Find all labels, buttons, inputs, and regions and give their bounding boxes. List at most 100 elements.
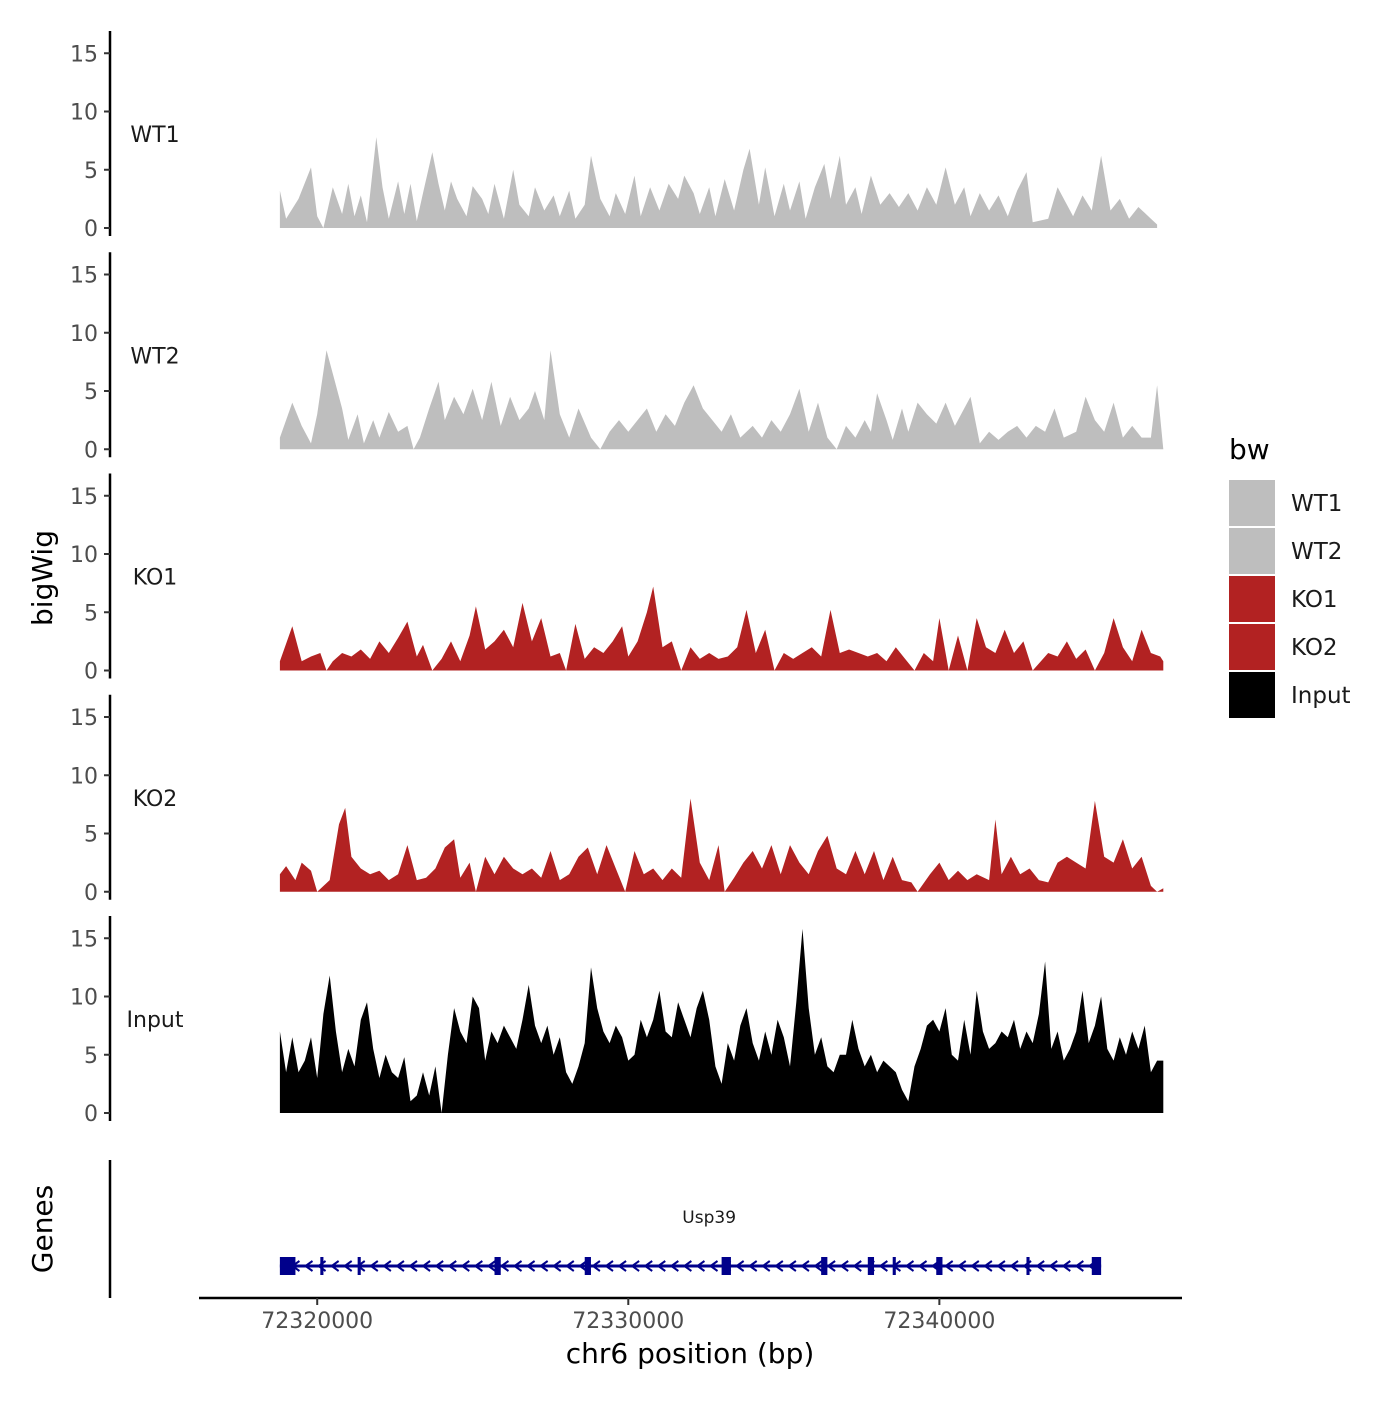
y-tick-label: 0 [84,881,98,906]
strand-arrow [1035,1260,1045,1272]
gene-exon [584,1257,591,1275]
y-tick-label: 15 [70,264,98,289]
legend-label-wt2: WT2 [1291,539,1342,565]
strand-arrow [604,1260,614,1272]
gene-exon [892,1257,896,1275]
strand-arrow [774,1260,784,1272]
gene-exon [279,1257,296,1275]
legend: bw WT1 WT2 KO1 KO2 Input [1229,433,1351,718]
y-tick-label: 15 [70,927,98,952]
legend-swatch-ko1 [1229,576,1275,622]
strand-arrow [630,1260,640,1272]
genes-axis-title: Genes [26,1185,59,1273]
track-wt2: 0 5 10 15 WT2 [70,252,1164,463]
strand-arrow [421,1260,431,1272]
y-tick-label: 0 [84,217,98,242]
legend-swatch-wt2 [1229,528,1275,574]
strand-arrow [486,1260,496,1272]
y-tick-label: 10 [70,101,98,126]
legend-label-input: Input [1291,683,1351,709]
strand-arrow [996,1260,1006,1272]
strand-arrow [800,1260,810,1272]
strand-arrow [1009,1260,1019,1272]
legend-swatch-ko2 [1229,624,1275,670]
strand-arrow [852,1260,862,1272]
strand-arrow [747,1260,758,1272]
track-ko1: 0 5 10 15 KO1 [70,473,1164,685]
x-tick-label: 72340000 [883,1309,995,1334]
strand-arrow [904,1260,915,1272]
coverage-tracks: 0 5 10 15 WT1 0 5 10 15 WT2 0 5 10 15 KO1 0 5 10 15 KO2 0 5 10… [70,31,1164,1127]
track-ko2: 0 5 10 15 KO2 [70,694,1164,906]
gene-exon [1091,1257,1102,1275]
strand-arrow [617,1260,627,1272]
gene-exon [867,1257,875,1275]
x-tick-label: 72330000 [572,1309,684,1334]
y-tick-label: 10 [70,986,98,1011]
strand-arrow [643,1260,653,1272]
strand-arrow [983,1260,993,1272]
legend-label-ko1: KO1 [1291,587,1338,613]
y-tick-label: 10 [70,322,98,347]
strand-arrow [1048,1260,1058,1272]
track-label: KO2 [133,787,178,812]
strand-arrow [957,1260,967,1272]
strand-arrow [839,1260,849,1272]
genes-panel: Genes Usp39 [26,1160,1102,1298]
coverage-area [279,586,1164,671]
y-tick-label: 10 [70,764,98,789]
gene-exon [1026,1257,1030,1275]
strand-arrow [499,1260,510,1272]
y-tick-label: 0 [84,660,98,685]
x-tick-label: 72320000 [261,1309,373,1334]
legend-swatch-wt1 [1229,480,1275,526]
strand-arrow [708,1260,719,1272]
strand-arrow [447,1260,457,1272]
y-tick-label: 15 [70,42,98,67]
strand-arrow [434,1260,444,1272]
x-axis-title: chr6 position (bp) [566,1337,815,1370]
strand-arrow [369,1260,379,1272]
strand-arrow [303,1260,314,1272]
y-axis-title: bigWig [26,530,59,626]
strand-arrow [525,1260,536,1272]
strand-arrow [473,1260,483,1272]
track-wt1: 0 5 10 15 WT1 [70,31,1158,242]
strand-arrow [578,1260,588,1272]
y-tick-label: 5 [84,823,98,848]
gene-exon [494,1257,501,1275]
strand-arrow [460,1260,470,1272]
track-label: KO1 [133,566,178,591]
strand-arrow [656,1260,666,1272]
strand-arrow [382,1260,392,1272]
y-tick-label: 5 [84,159,98,184]
coverage-area [279,798,1164,892]
track-label: WT1 [130,123,179,148]
y-tick-label: 5 [84,601,98,626]
legend-swatch-input [1229,672,1275,718]
y-tick-label: 5 [84,1044,98,1069]
strand-arrow [395,1260,405,1272]
strand-arrow [512,1260,523,1272]
legend-label-wt1: WT1 [1291,491,1342,517]
strand-arrow [669,1260,679,1272]
legend-label-ko2: KO2 [1291,635,1338,661]
y-tick-label: 5 [84,380,98,405]
track-input: 0 5 10 15 Input [70,916,1164,1127]
y-tick-label: 15 [70,706,98,731]
strand-arrow [878,1260,888,1272]
strand-arrow [761,1260,771,1272]
strand-arrow [1074,1260,1084,1272]
strand-arrow [826,1260,836,1272]
strand-arrow [917,1260,928,1272]
strand-arrow [342,1260,353,1272]
track-label: WT2 [130,344,179,369]
strand-arrow [591,1260,601,1272]
x-axis: chr6 position (bp) 72320000 72330000 72340… [199,1296,1182,1370]
gene-exon [721,1257,731,1275]
coverage-area [279,350,1164,450]
coverage-area [279,928,1164,1113]
gene-exon [821,1257,828,1275]
